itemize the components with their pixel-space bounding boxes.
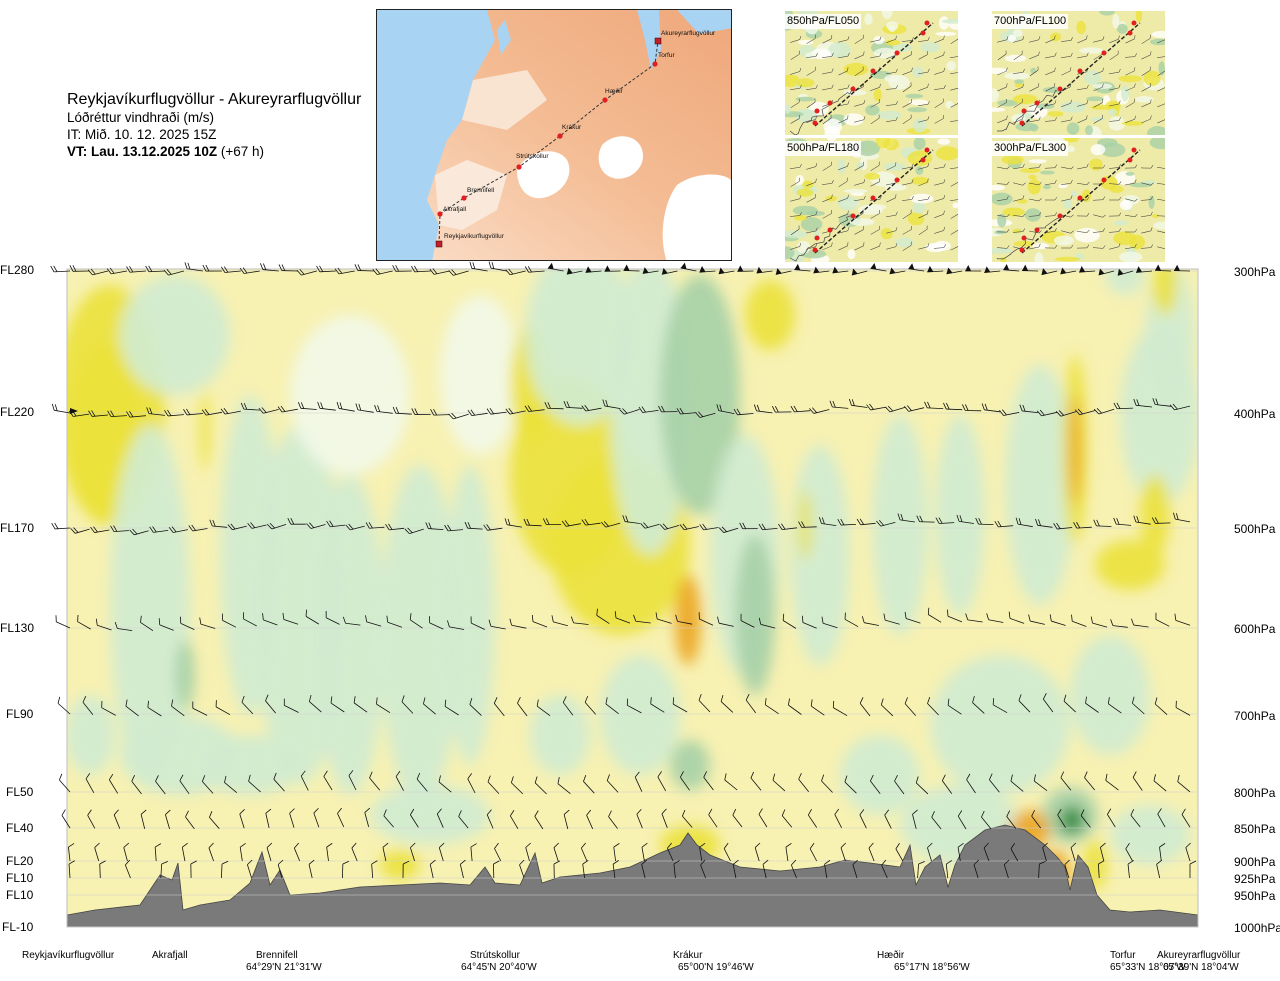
issue-time: IT: Mið. 10. 12. 2025 15Z <box>67 127 217 142</box>
thumbnail-850hpa[interactable]: 850hPa/FL050 <box>785 11 958 135</box>
thumbnail-700hpa-map <box>992 11 1165 135</box>
level-label-300hpa: 300hPa <box>1234 265 1276 279</box>
map-label-torfur: Torfur <box>658 52 675 59</box>
map-label-strutskollur: Strútskollur <box>516 153 549 160</box>
valid-time-offset: (+67 h) <box>220 144 265 159</box>
thumbnail-500hpa[interactable]: 500hPa/FL180 <box>785 138 958 262</box>
map-label-akrafjall: Akrafjall <box>443 206 467 213</box>
cross-section-chart: FL280 FL220 FL170 FL130 FL90 FL50 FL40 F… <box>0 255 1280 945</box>
waypoint-name: Brennifell <box>256 950 298 961</box>
waypoint-krakur: Krákur 65°00'N 19°46'W <box>673 950 754 974</box>
map-label-haedir: Hæðir <box>605 87 624 95</box>
level-label-fl10-a: FL10 <box>6 871 34 885</box>
level-label-400hpa: 400hPa <box>1234 407 1276 421</box>
waypoint-akureyri: Akureyrarflugvöllur 65°39'N 18°04'W <box>1157 950 1240 974</box>
level-label-fl280: FL280 <box>0 263 35 277</box>
thumbnail-850hpa-map <box>785 11 958 135</box>
level-label-925hpa: 925hPa <box>1234 872 1276 886</box>
level-label-fl50: FL50 <box>6 785 34 799</box>
level-label-800hpa: 800hPa <box>1234 786 1276 800</box>
level-label-fl-10: FL-10 <box>2 920 34 934</box>
thumbnail-500hpa-map <box>785 138 958 262</box>
map-label-akureyri: Akureyrarflugvöllur <box>661 30 716 37</box>
thumbnail-300hpa[interactable]: 300hPa/FL300 <box>992 138 1165 262</box>
route-map-graphic: Akureyrarflugvöllur Torfur Hæðir Krákur … <box>377 10 731 260</box>
level-label-fl170: FL170 <box>0 521 35 535</box>
waypoint-name: Reykjavíkurflugvöllur <box>22 950 115 961</box>
route-title: Reykjavíkurflugvöllur - Akureyrarflugvöl… <box>67 91 362 108</box>
waypoint-coord: 64°45'N 20°40'W <box>461 962 537 973</box>
map-label-krakur: Krákur <box>562 124 582 131</box>
level-label-500hpa: 500hPa <box>1234 522 1276 536</box>
waypoint-haedir: Hæðir 65°17'N 18°56'W <box>877 950 970 974</box>
waypoint-reykjavik: Reykjavíkurflugvöllur <box>22 950 114 962</box>
level-label-fl90: FL90 <box>6 707 34 721</box>
waypoint-coord: 65°17'N 18°56'W <box>894 962 970 973</box>
waypoint-brennifell: Brennifell 64°29'N 21°31'W <box>246 950 322 974</box>
level-label-900hpa: 900hPa <box>1234 855 1276 869</box>
waypoint-strutskollur: Strútskollur 64°45'N 20°40'W <box>461 950 537 974</box>
level-label-fl10-b: FL10 <box>6 888 34 902</box>
level-label-950hpa: 950hPa <box>1234 889 1276 903</box>
level-label-700hpa: 700hPa <box>1234 709 1276 723</box>
thumbnail-300hpa-map <box>992 138 1165 262</box>
cross-section-plot <box>50 261 1199 928</box>
level-label-fl220: FL220 <box>0 405 35 419</box>
thumbnail-700hpa[interactable]: 700hPa/FL100 <box>992 11 1165 135</box>
variable-subtitle: Lóðréttur vindhraði (m/s) <box>67 110 215 125</box>
level-label-fl20: FL20 <box>6 854 34 868</box>
level-label-600hpa: 600hPa <box>1234 622 1276 636</box>
waypoint-coord: 65°33'N 18°07'W <box>1110 962 1186 973</box>
route-map[interactable]: Akureyrarflugvöllur Torfur Hæðir Krákur … <box>376 9 732 261</box>
thumbnail-850hpa-label: 850hPa/FL050 <box>785 14 862 29</box>
title-block: Reykjavíkurflugvöllur - Akureyrarflugvöl… <box>67 90 387 160</box>
valid-time-label: VT: Lau. 13.12.2025 10Z <box>67 144 218 159</box>
waypoint-name: Strútskollur <box>470 950 521 961</box>
waypoint-coord: 64°29'N 21°31'W <box>246 962 322 973</box>
level-label-fl40: FL40 <box>6 821 34 835</box>
level-label-fl130: FL130 <box>0 621 35 635</box>
level-label-1000hpa: 1000hPa <box>1234 921 1280 935</box>
waypoint-torfur: Torfur 65°33'N 18°07'W <box>1110 950 1186 974</box>
waypoint-name: Akureyrarflugvöllur <box>1157 950 1241 961</box>
level-label-850hpa: 850hPa <box>1234 822 1276 836</box>
waypoint-name: Akrafjall <box>152 950 188 961</box>
valid-time: VT: Lau. 13.12.2025 10Z (+67 h) <box>67 143 387 160</box>
waypoint-akrafjall: Akrafjall <box>152 950 188 962</box>
thumbnail-700hpa-label: 700hPa/FL100 <box>992 14 1069 29</box>
thumbnail-300hpa-label: 300hPa/FL300 <box>992 141 1069 156</box>
waypoint-coord: 65°39'N 18°04'W <box>1163 962 1239 973</box>
waypoint-coord: 65°00'N 19°46'W <box>678 962 754 973</box>
waypoint-name: Hæðir <box>877 950 905 961</box>
waypoint-name: Torfur <box>1110 950 1136 961</box>
waypoint-name: Krákur <box>673 950 703 961</box>
thumbnail-500hpa-label: 500hPa/FL180 <box>785 141 862 156</box>
map-label-brennifell: Brennifell <box>467 187 495 194</box>
map-label-reykjavik: Reykjavíkurflugvöllur <box>444 233 505 240</box>
